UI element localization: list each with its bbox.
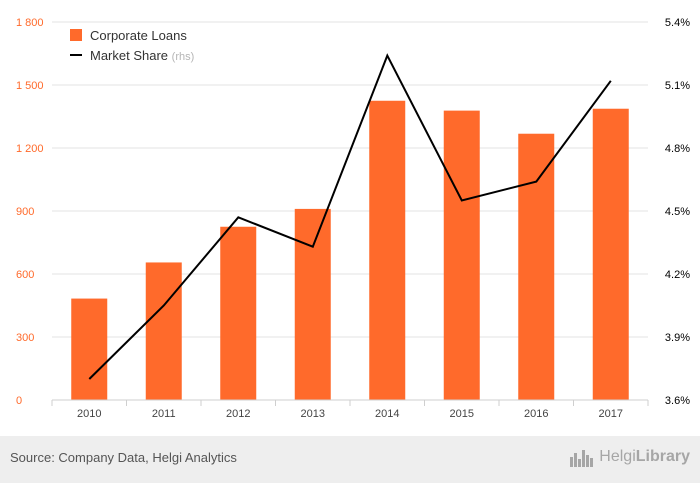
legend-label-corporate-loans: Corporate Loans [90, 28, 187, 43]
footer: Source: Company Data, Helgi Analytics He… [0, 436, 700, 483]
left-tick-label: 900 [16, 206, 34, 218]
left-tick-label: 0 [16, 395, 22, 407]
legend-label-market-share: Market Share (rhs) [90, 48, 194, 63]
legend-swatch-bar [70, 29, 82, 41]
chart: 0 300 600 900 1 200 1 500 1 800 3.6% 3.9% 4.2% 4.… [16, 17, 690, 420]
bar-corporate-loans-2015 [443, 110, 480, 401]
left-tick-label: 1 500 [16, 80, 44, 92]
right-axis-ticks: 3.6% 3.9% 4.2% 4.5% 4.8% 5.1% 5.4% [665, 17, 690, 407]
x-axis: 2010 2011 2012 2013 2014 2015 2016 2017 [51, 399, 649, 420]
bar-corporate-loans-2017 [592, 108, 629, 400]
bar-corporate-loans-2012 [220, 226, 257, 400]
left-tick-label: 1 200 [16, 143, 44, 155]
x-tick-label: 2017 [599, 408, 623, 420]
bar-corporate-loans-2016 [518, 133, 555, 400]
left-tick-label: 300 [16, 332, 34, 344]
right-tick-label: 3.6% [665, 395, 690, 407]
bar-corporate-loans-2011 [145, 262, 182, 400]
x-tick-label: 2014 [375, 408, 399, 420]
brand-name-bold: Library [635, 448, 690, 465]
source-note: Source: Company Data, Helgi Analytics [10, 450, 237, 465]
line-series [88, 53, 612, 380]
x-tick-label: 2011 [152, 408, 176, 420]
bar-corporate-loans-2013 [294, 208, 331, 400]
right-tick-label: 3.9% [665, 332, 690, 344]
right-tick-label: 5.1% [665, 80, 690, 92]
x-tick-label: 2016 [524, 408, 548, 420]
right-tick-label: 4.2% [665, 269, 690, 281]
left-axis-ticks: 0 300 600 900 1 200 1 500 1 800 [16, 17, 44, 407]
right-tick-label: 5.4% [665, 17, 690, 29]
brand-name-light: Helgi [599, 448, 636, 465]
bar-series [71, 100, 629, 401]
skyline-icon [570, 450, 594, 467]
grid-lines [52, 21, 648, 338]
right-tick-label: 4.5% [665, 206, 690, 218]
bar-corporate-loans-2014 [369, 100, 406, 400]
left-tick-label: 1 800 [16, 17, 44, 29]
line-market-share [88, 53, 612, 380]
brand-logo: Helgi Library [569, 447, 690, 467]
x-tick-label: 2012 [226, 408, 250, 420]
x-tick-label: 2013 [301, 408, 325, 420]
x-tick-label: 2010 [77, 408, 101, 420]
legend: Corporate Loans Market Share (rhs) [70, 28, 194, 63]
right-tick-label: 4.8% [665, 143, 690, 155]
x-tick-label: 2015 [450, 408, 474, 420]
left-tick-label: 600 [16, 269, 34, 281]
bar-corporate-loans-2010 [71, 298, 108, 400]
